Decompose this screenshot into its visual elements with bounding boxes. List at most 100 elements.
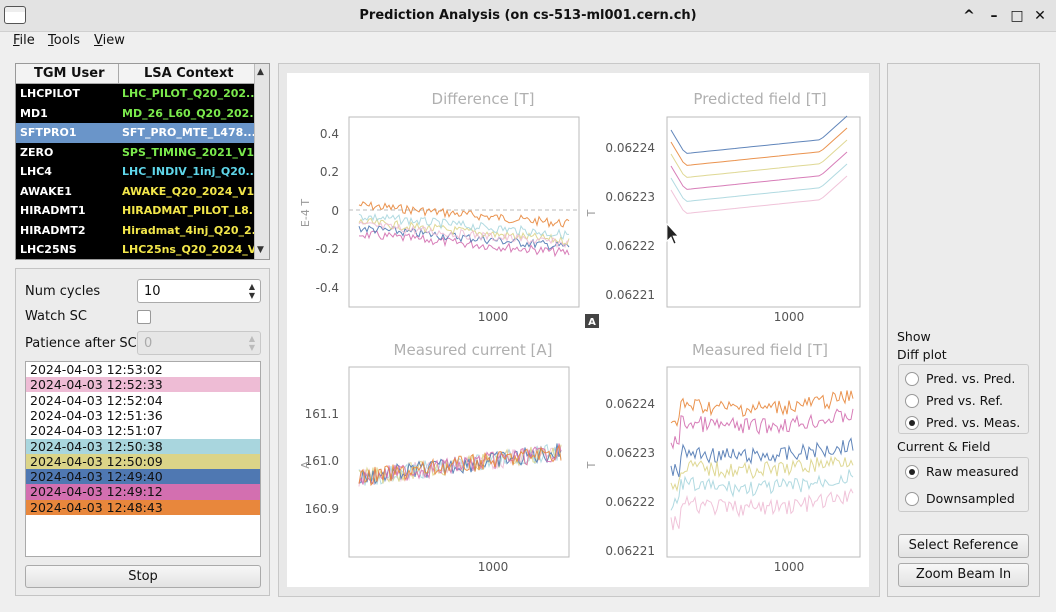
radio-label[interactable]: Downsampled xyxy=(926,491,1015,506)
table-header: TGM User LSA Context xyxy=(16,64,254,84)
series-trace xyxy=(358,444,562,487)
plots-svg[interactable]: Difference [T] Predicted field [T] Measu… xyxy=(287,73,869,587)
radio-cf-0[interactable] xyxy=(905,465,919,479)
current-plot-title: Measured current [A] xyxy=(394,341,553,359)
lsa-context-cell: LHC_INDIV_1inj_Q20... xyxy=(122,165,254,178)
menu-view[interactable]: View xyxy=(94,33,125,48)
header-tgm-user[interactable]: TGM User xyxy=(34,66,105,81)
table-row[interactable]: MD1 MD_26_L60_Q20_202... xyxy=(16,104,254,124)
list-item[interactable]: 2024-04-03 12:52:04 xyxy=(26,392,260,408)
table-row[interactable]: ZERO SPS_TIMING_2021_V1 xyxy=(16,143,254,163)
lsa-context-cell: AWAKE_Q20_2024_V1 xyxy=(122,184,254,198)
lsa-context-cell: HIRADMAT_PILOT_L8... xyxy=(122,204,254,217)
series-trace xyxy=(670,139,848,178)
radio-label[interactable]: Raw measured xyxy=(926,464,1019,479)
patience-label: Patience after SC xyxy=(25,336,137,351)
header-lsa-context[interactable]: LSA Context xyxy=(144,66,234,81)
lsa-context-cell: MD_26_L60_Q20_202... xyxy=(122,106,254,120)
scroll-up-icon[interactable]: ▲ xyxy=(257,67,264,77)
radio-label[interactable]: Pred. vs. Meas. xyxy=(926,415,1021,430)
watch-sc-checkbox[interactable] xyxy=(137,310,151,324)
stop-button[interactable]: Stop xyxy=(25,565,261,588)
mouse-cursor-icon xyxy=(666,222,679,245)
lsa-context-cell: SFT_PRO_MTE_L478... xyxy=(122,126,254,139)
difference-axes xyxy=(348,116,580,308)
autoscale-label: A xyxy=(588,317,596,328)
series-trace xyxy=(670,437,854,478)
select-reference-button[interactable]: Select Reference xyxy=(898,534,1029,558)
num-cycles-spinbox[interactable]: 10 ▲ ▼ xyxy=(137,279,261,303)
pred-ylabel: T xyxy=(585,209,598,217)
cycle-list[interactable]: 2024-04-03 12:53:02 2024-04-03 12:52:33 20… xyxy=(25,361,261,557)
list-item[interactable]: 2024-04-03 12:51:07 xyxy=(26,423,260,439)
table-row[interactable]: HIRADMT1 HIRADMAT_PILOT_L8... xyxy=(16,201,254,221)
diff-plot-group: Pred. vs. Pred. Pred vs. Ref. Pred. vs. Me… xyxy=(898,364,1029,434)
radio-label[interactable]: Pred vs. Ref. xyxy=(926,393,1003,408)
menu-file[interactable]: File xyxy=(13,33,35,48)
lsa-context-cell: LHC_PILOT_Q20_202... xyxy=(122,87,254,100)
table-row[interactable]: LHCPILOT LHC_PILOT_Q20_202... xyxy=(16,84,254,104)
series-trace xyxy=(670,390,854,428)
table-row[interactable]: LHC25NS LHC25ns_Q20_2024_V1 xyxy=(16,240,254,259)
list-item[interactable]: 2024-04-03 12:48:43 xyxy=(26,499,260,515)
field-ytick: 0.06224 xyxy=(605,397,655,411)
context-table: TGM User LSA Context LHCPILOT LHC_PILOT_Q… xyxy=(15,63,270,260)
current-axes xyxy=(348,366,570,558)
list-item[interactable]: 2024-04-03 12:50:09 xyxy=(26,453,260,469)
pred-ytick: 0.06224 xyxy=(605,141,655,155)
series-trace xyxy=(670,455,854,492)
close-icon[interactable]: ✕ xyxy=(1034,8,1046,24)
tgm-user-cell: MD1 xyxy=(20,106,48,120)
window-title: Prediction Analysis (on cs-513-ml001.cer… xyxy=(359,8,697,23)
app-icon[interactable] xyxy=(4,6,26,24)
field-xtick: 1000 xyxy=(774,560,805,574)
options-panel: Show Diff plot Pred. vs. Pred. Pred vs. R… xyxy=(887,63,1040,597)
diff-ytick: 0 xyxy=(331,204,339,218)
pred-ytick: 0.06223 xyxy=(605,190,655,204)
patience-value: 0 xyxy=(144,336,153,351)
collapse-icon[interactable]: ^ xyxy=(963,8,975,24)
list-item[interactable]: 2024-04-03 12:50:38 xyxy=(26,438,260,454)
tgm-user-cell: SFTPRO1 xyxy=(20,126,77,139)
series-trace xyxy=(358,213,569,240)
spin-arrows-icon[interactable]: ▲ ▼ xyxy=(248,334,256,352)
menu-tools[interactable]: Tools xyxy=(48,33,81,48)
zoom-beam-in-button[interactable]: Zoom Beam In xyxy=(898,563,1029,587)
list-item[interactable]: 2024-04-03 12:49:12 xyxy=(26,484,260,500)
list-item[interactable]: 2024-04-03 12:49:40 xyxy=(26,469,260,485)
series-trace xyxy=(670,408,854,450)
table-row[interactable]: SFTPRO1 SFT_PRO_MTE_L478... xyxy=(16,123,254,143)
field-plot-title: Measured field [T] xyxy=(692,341,828,359)
maximize-icon[interactable]: □ xyxy=(1010,8,1024,24)
tgm-user-cell: LHC4 xyxy=(20,165,52,178)
table-row[interactable]: LHC4 LHC_INDIV_1inj_Q20... xyxy=(16,162,254,182)
tgm-user-cell: ZERO xyxy=(20,145,54,159)
table-row[interactable]: AWAKE1 AWAKE_Q20_2024_V1 xyxy=(16,182,254,202)
radio-diff-2[interactable] xyxy=(905,416,919,430)
diff-ytick: 0.2 xyxy=(320,165,339,179)
radio-diff-0[interactable] xyxy=(905,372,919,386)
field-axes xyxy=(666,366,861,558)
radio-diff-1[interactable] xyxy=(905,394,919,408)
watch-sc-label: Watch SC xyxy=(25,309,87,324)
plot-canvas[interactable]: Difference [T] Predicted field [T] Measu… xyxy=(287,73,869,587)
series-trace xyxy=(670,115,848,154)
list-item[interactable]: 2024-04-03 12:52:33 xyxy=(26,377,260,393)
series-trace xyxy=(670,151,848,190)
minimize-icon[interactable]: – xyxy=(990,8,998,24)
tgm-user-cell: HIRADMT1 xyxy=(20,204,86,217)
list-item[interactable]: 2024-04-03 12:53:02 xyxy=(26,362,260,378)
scroll-down-icon[interactable]: ▼ xyxy=(257,245,264,255)
difference-plot-title: Difference [T] xyxy=(432,90,535,108)
radio-label[interactable]: Pred. vs. Pred. xyxy=(926,371,1016,386)
table-row[interactable]: HIRADMT2 Hiradmat_4inj_Q20_2... xyxy=(16,221,254,241)
patience-spinbox[interactable]: 0 ▲ ▼ xyxy=(137,331,261,355)
pred-ytick: 0.06222 xyxy=(605,239,655,253)
table-scrollbar[interactable]: ▲ ▼ xyxy=(254,64,269,259)
series-trace xyxy=(358,443,562,485)
list-item[interactable]: 2024-04-03 12:51:36 xyxy=(26,407,260,424)
series-trace xyxy=(670,127,848,166)
spin-arrows-icon[interactable]: ▲ ▼ xyxy=(248,282,256,300)
tgm-user-cell: LHC25NS xyxy=(20,243,77,256)
radio-cf-1[interactable] xyxy=(905,492,919,506)
